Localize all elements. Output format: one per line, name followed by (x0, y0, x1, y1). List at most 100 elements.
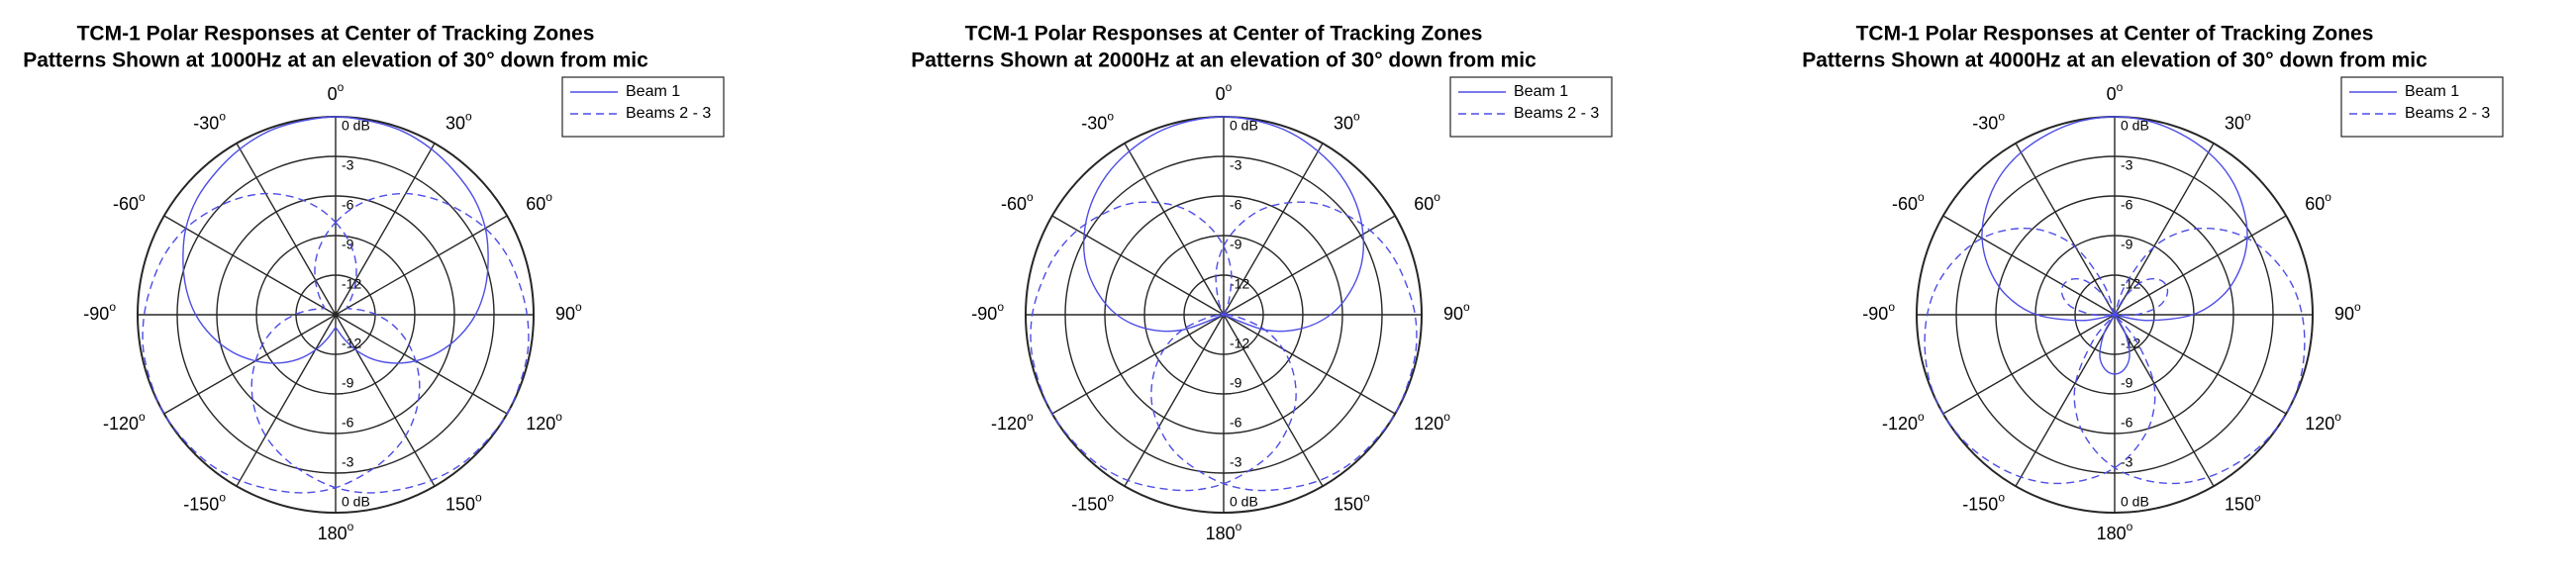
angle-tick-label: -90o (83, 300, 116, 324)
legend-label: Beams 2 - 3 (1514, 105, 1599, 122)
grid-spoke (2015, 314, 2116, 487)
angle-value: -30 (1972, 113, 1998, 133)
r-tick-label: -6 (1230, 197, 1242, 213)
r-tick-label: 0 dB (1230, 494, 1258, 510)
angle-value: 120 (526, 414, 555, 434)
angle-tick-label: 0o (2107, 80, 2124, 104)
grid-spoke (1223, 314, 1396, 415)
angle-tick-label: -150o (183, 490, 226, 514)
legend-box (1449, 76, 1613, 138)
pattern-line (1150, 201, 1418, 492)
chart-title: TCM-1 Polar Responses at Center of Track… (965, 23, 1483, 46)
angle-value: -60 (1001, 194, 1027, 214)
angle-value: -120 (991, 414, 1027, 434)
r-tick-label: -6 (2121, 415, 2133, 431)
angle-tick-label: -60o (113, 190, 146, 214)
angle-tick-label: 60o (2305, 190, 2331, 214)
angle-tick-label: -120o (991, 410, 1034, 434)
angle-unit: o (1027, 190, 1034, 204)
pattern-line (142, 192, 421, 494)
angle-tick-label: -60o (1001, 190, 1034, 214)
r-tick-label: -9 (2121, 237, 2133, 252)
angle-unit: o (1998, 490, 2005, 504)
grid-spoke (1223, 215, 1396, 316)
angle-value: 90 (2334, 304, 2354, 324)
angle-tick-label: 150o (446, 490, 482, 514)
angle-value: 0 (2107, 84, 2117, 104)
r-tick-label: -9 (1230, 375, 1242, 391)
angle-unit: o (347, 520, 354, 533)
r-tick-label: -12 (1230, 276, 1249, 292)
grid-spoke (236, 143, 337, 316)
angle-tick-label: 0o (328, 80, 345, 104)
pattern-line (2060, 227, 2306, 485)
angle-unit: o (1998, 110, 2005, 124)
angle-tick-label: 30o (1334, 110, 1360, 134)
angle-value: 180 (2097, 524, 2127, 543)
angle-tick-label: 30o (2225, 110, 2251, 134)
angle-unit: o (139, 190, 146, 204)
angle-tick-label: 90o (1443, 300, 1470, 324)
grid-spoke (1124, 314, 1225, 487)
angle-unit: o (475, 490, 482, 504)
grid-spoke (2015, 143, 2116, 316)
angle-unit: o (2334, 410, 2341, 424)
grid-spoke (163, 314, 337, 415)
r-tick-label: -3 (2121, 454, 2133, 470)
grid-spoke (335, 314, 508, 415)
angle-unit: o (1918, 190, 1925, 204)
angle-tick-label: -120o (1882, 410, 1925, 434)
angle-tick-label: -60o (1892, 190, 1925, 214)
r-tick-label: 0 dB (342, 494, 370, 510)
angle-unit: o (1443, 410, 1450, 424)
angle-unit: o (2127, 520, 2133, 533)
r-tick-label: 0 dB (2121, 494, 2149, 510)
angle-unit: o (1107, 110, 1114, 124)
angle-tick-label: 120o (2305, 410, 2341, 434)
grid-spoke (335, 314, 436, 487)
angle-tick-label: 180o (318, 520, 354, 543)
legend-label: Beams 2 - 3 (626, 105, 711, 122)
chart-subtitle: Patterns Shown at 1000Hz at an elevation… (23, 49, 648, 72)
angle-value: -120 (103, 414, 139, 434)
angle-unit: o (1888, 300, 1895, 314)
angle-value: 30 (1334, 113, 1353, 133)
r-tick-label: -9 (342, 375, 354, 391)
r-tick-label: -3 (342, 454, 354, 470)
angle-unit: o (2244, 110, 2251, 124)
angle-unit: o (219, 490, 226, 504)
angle-value: -90 (83, 304, 109, 324)
grid-spoke (1051, 215, 1225, 316)
angle-value: -60 (1892, 194, 1918, 214)
grid-spoke (1223, 143, 1324, 316)
r-tick-label: -9 (1230, 237, 1242, 252)
chart-title: TCM-1 Polar Responses at Center of Track… (1856, 23, 2374, 46)
angle-unit: o (997, 300, 1004, 314)
legend-label: Beam 1 (2405, 83, 2459, 100)
grid-spoke (335, 143, 436, 316)
angle-tick-label: 90o (2334, 300, 2361, 324)
angle-unit: o (2354, 300, 2361, 314)
angle-unit: o (2325, 190, 2331, 204)
r-tick-label: -12 (342, 276, 361, 292)
grid-spoke (236, 314, 337, 487)
angle-unit: o (1363, 490, 1370, 504)
r-tick-label: -9 (342, 237, 354, 252)
legend-label: Beams 2 - 3 (2405, 105, 2490, 122)
angle-value: 150 (2225, 494, 2254, 514)
legend-label: Beam 1 (1514, 83, 1568, 100)
chart-title: TCM-1 Polar Responses at Center of Track… (77, 23, 595, 46)
angle-unit: o (2117, 80, 2124, 94)
angle-tick-label: 180o (1206, 520, 1242, 543)
angle-value: 150 (446, 494, 475, 514)
angle-value: -90 (1862, 304, 1888, 324)
angle-unit: o (219, 110, 226, 124)
angle-unit: o (1107, 490, 1114, 504)
angle-value: 90 (1443, 304, 1463, 324)
angle-value: 180 (318, 524, 347, 543)
angle-value: 30 (2225, 113, 2244, 133)
angle-value: -150 (183, 494, 219, 514)
r-tick-label: -6 (342, 197, 354, 213)
legend-label: Beam 1 (626, 83, 680, 100)
